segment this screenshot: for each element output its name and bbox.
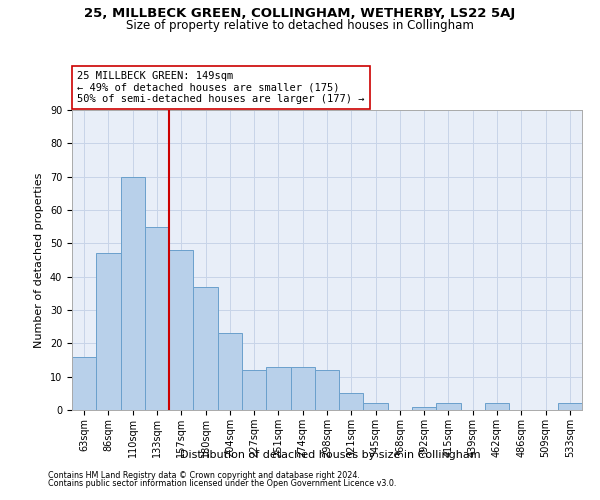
Bar [558,404,582,410]
Bar [121,176,145,410]
Bar [96,254,121,410]
Text: 25 MILLBECK GREEN: 149sqm
← 49% of detached houses are smaller (175)
50% of semi: 25 MILLBECK GREEN: 149sqm ← 49% of detac… [77,71,365,104]
Y-axis label: Number of detached properties: Number of detached properties [34,172,44,348]
Text: 25, MILLBECK GREEN, COLLINGHAM, WETHERBY, LS22 5AJ: 25, MILLBECK GREEN, COLLINGHAM, WETHERBY… [85,8,515,20]
Bar [339,394,364,410]
Text: Distribution of detached houses by size in Collingham: Distribution of detached houses by size … [179,450,481,460]
Bar [485,404,509,410]
Bar [169,250,193,410]
Bar [412,406,436,410]
Text: Contains HM Land Registry data © Crown copyright and database right 2024.: Contains HM Land Registry data © Crown c… [48,471,360,480]
Bar [436,404,461,410]
Bar [364,404,388,410]
Bar [266,366,290,410]
Bar [145,226,169,410]
Text: Contains public sector information licensed under the Open Government Licence v3: Contains public sector information licen… [48,478,397,488]
Text: Size of property relative to detached houses in Collingham: Size of property relative to detached ho… [126,18,474,32]
Bar [242,370,266,410]
Bar [290,366,315,410]
Bar [193,286,218,410]
Bar [72,356,96,410]
Bar [315,370,339,410]
Bar [218,334,242,410]
